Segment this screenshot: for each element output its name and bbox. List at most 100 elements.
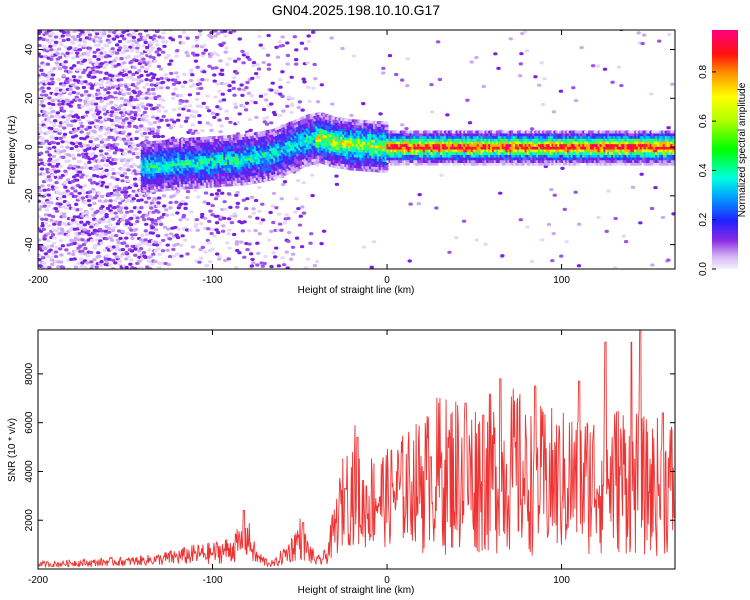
heatmap-cell: [88, 140, 93, 144]
heatmap-cell: [190, 73, 195, 77]
heatmap-cell: [68, 78, 73, 82]
heatmap-cell: [109, 238, 115, 242]
heatmap-cell: [188, 104, 193, 108]
heatmap-cell: [54, 181, 59, 185]
heatmap-cell: [66, 33, 71, 37]
heatmap-cell: [122, 163, 128, 167]
heatmap-cell: [543, 164, 549, 169]
heatmap-cell: [164, 213, 170, 217]
heatmap-cell: [53, 35, 59, 39]
heatmap-cell: [98, 39, 104, 44]
heatmap-cell: [45, 167, 50, 171]
heatmap-cell: [97, 36, 103, 40]
heatmap-cell: [404, 126, 409, 131]
heatmap-cell: [113, 157, 118, 162]
heatmap-cell: [104, 213, 109, 217]
heatmap-cell: [129, 95, 134, 99]
heatmap-cell: [95, 119, 101, 123]
heatmap-cell: [48, 196, 53, 200]
heatmap-cell: [89, 225, 94, 229]
heatmap-cell: [258, 94, 264, 98]
heatmap-cell: [517, 74, 523, 78]
heatmap-cell: [79, 124, 85, 128]
heatmap-cell: [290, 252, 296, 256]
heatmap-cell: [244, 206, 249, 211]
heatmap-cell: [212, 115, 217, 119]
heatmap-cell: [334, 174, 339, 178]
heatmap-cell: [227, 246, 232, 250]
heatmap-cell: [639, 172, 644, 176]
heatmap-cell: [105, 172, 111, 177]
heatmap-cell: [178, 93, 184, 98]
heatmap-cell: [90, 121, 95, 125]
heatmap-cell: [81, 211, 86, 216]
heatmap-cell: [114, 43, 120, 47]
heatmap-cell: [123, 73, 129, 77]
heatmap-cell: [384, 126, 389, 131]
heatmap-cell: [483, 242, 488, 246]
heatmap-cell: [525, 225, 530, 229]
heatmap-cell: [46, 175, 51, 179]
heatmap-cell: [157, 35, 162, 39]
heatmap-cell: [65, 234, 70, 238]
heatmap-cell: [126, 102, 132, 106]
heatmap-cell: [71, 41, 76, 45]
heatmap-cell: [217, 89, 222, 94]
heatmap-cell: [155, 81, 161, 86]
heatmap-cell: [38, 207, 42, 212]
heatmap-cell: [215, 112, 220, 117]
heatmap-cell: [150, 220, 156, 225]
heatmap-cell: [536, 83, 542, 87]
heatmap-cell: [134, 86, 140, 90]
heatmap-cell: [73, 249, 78, 253]
heatmap-cell: [223, 50, 228, 54]
heatmap-cell: [92, 75, 97, 79]
heatmap-cell: [65, 178, 71, 182]
heatmap-cell: [79, 144, 84, 148]
heatmap-cell: [85, 30, 91, 34]
heatmap-cell: [175, 235, 181, 240]
heatmap-cell: [119, 148, 124, 153]
heatmap-cell: [129, 48, 134, 53]
heatmap-cell: [205, 94, 210, 98]
heatmap-cell: [200, 245, 206, 249]
heatmap-cell: [340, 46, 345, 51]
heatmap-cell: [71, 75, 77, 79]
heatmap-cell: [72, 37, 78, 41]
heatmap-cell: [273, 246, 279, 250]
heatmap-cell: [133, 247, 138, 251]
heatmap-cell: [233, 59, 238, 63]
heatmap-cell: [80, 115, 86, 119]
heatmap-cell: [173, 87, 178, 91]
heatmap-cell: [205, 227, 211, 231]
heatmap-cell: [293, 62, 299, 66]
heatmap-cell: [155, 86, 160, 90]
heatmap-cell: [69, 146, 74, 151]
heatmap-cell: [142, 131, 147, 136]
heatmap-cell: [298, 214, 303, 218]
heatmap-cell: [42, 204, 48, 208]
heatmap-cell: [128, 98, 134, 102]
heatmap-cell: [255, 63, 260, 67]
heatmap-cell: [660, 215, 666, 220]
heatmap-cell: [80, 166, 85, 170]
heatmap-cell: [110, 167, 115, 171]
heatmap-cell: [122, 213, 128, 217]
heatmap-cell: [280, 44, 285, 48]
heatmap-cell: [155, 132, 160, 136]
heatmap-cell: [136, 109, 142, 113]
heatmap-cell: [53, 250, 59, 254]
heatmap-cell: [276, 264, 282, 268]
heatmap-cell: [93, 102, 99, 106]
heatmap-cell: [132, 222, 138, 226]
heatmap-cell: [234, 193, 239, 197]
heatmap-cell: [194, 35, 200, 39]
heatmap-cell: [136, 170, 141, 174]
heatmap-cell: [247, 229, 252, 233]
heatmap-cell: [137, 192, 143, 197]
heatmap-cell: [58, 136, 63, 140]
heatmap-cell: [129, 110, 134, 114]
heatmap-cell: [141, 44, 147, 48]
heatmap-cell: [171, 124, 176, 128]
heatmap-cell: [163, 109, 168, 113]
